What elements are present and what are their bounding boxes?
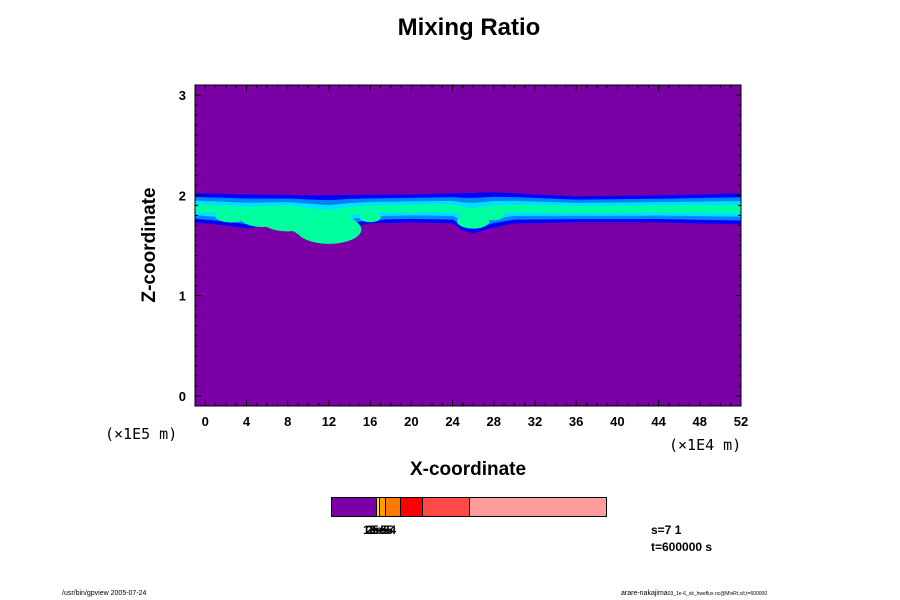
y-tick-label-3: 3 — [179, 88, 186, 103]
x-tick-label-36: 36 — [569, 414, 583, 429]
hotspot-9-level-4 — [482, 210, 505, 221]
hotspot-8-level-4 — [456, 214, 490, 229]
colorbar-segment-1 — [376, 498, 380, 516]
x-tick-label-4: 4 — [243, 414, 251, 429]
y-tick-label-1: 1 — [179, 289, 186, 304]
y-tick-label-2: 2 — [179, 188, 186, 203]
x-scale-note: (×1E4 m) — [669, 436, 742, 454]
x-tick-label-0: 0 — [202, 414, 209, 429]
x-axis-label: X-coordinate — [409, 459, 527, 480]
colorbar-segment-5 — [423, 498, 471, 516]
x-tick-label-52: 52 — [734, 414, 748, 429]
colorbar-segment-6 — [470, 498, 606, 516]
colorbar-label-2: 3e-5 — [369, 523, 394, 537]
colorbar-segment-2 — [379, 498, 386, 516]
x-tick-label-48: 48 — [693, 414, 707, 429]
s-label: s=7 1 — [651, 523, 682, 537]
hotspot-7-level-4 — [405, 208, 417, 214]
x-tick-label-44: 44 — [651, 414, 666, 429]
y-axis-label: Z-coordinate — [139, 187, 160, 303]
x-tick-label-20: 20 — [404, 414, 418, 429]
y-tick-label-0: 0 — [179, 389, 186, 404]
colorbar-label-1: 2e-5 — [366, 523, 391, 537]
x-tick-label-40: 40 — [610, 414, 624, 429]
x-tick-label-16: 16 — [363, 414, 377, 429]
plot-background — [195, 85, 741, 406]
colorbar-segment-0 — [332, 498, 377, 516]
y-scale-note: (×1E5 m) — [105, 425, 178, 443]
x-tick-label-12: 12 — [322, 414, 336, 429]
hotspot-11-level-4 — [694, 205, 706, 211]
x-tick-label-32: 32 — [528, 414, 542, 429]
hotspot-0-level-4 — [214, 208, 248, 223]
colorbar-label-0: 1e-5 — [363, 523, 388, 537]
hotspot-6-level-4 — [359, 212, 381, 223]
footer-right-main: arare-nakajima — [621, 590, 668, 597]
colorbar-segment-3 — [385, 498, 401, 516]
t-label: t=600000 s — [651, 540, 713, 554]
colorbar-label-3: 5e-4 — [372, 523, 397, 537]
x-tick-label-28: 28 — [487, 414, 501, 429]
colorbar-labels: 1e-5 2e-5 3e-5 5e-4 — [363, 523, 483, 539]
chart-title: Mixing Ratio — [397, 14, 541, 41]
mixing-layer — [195, 192, 741, 244]
colorbar — [331, 497, 607, 517]
x-tick-label-8: 8 — [284, 414, 291, 429]
colorbar-segment-4 — [400, 498, 424, 516]
info-block: s=7 1 t=600000 s — [651, 522, 712, 556]
footer-left: /usr/bin/gpview 2005-07-24 — [62, 590, 147, 597]
hotspot-5-level-4 — [296, 215, 362, 244]
x-tick-label-24: 24 — [445, 414, 460, 429]
footer-right: arare-nakajima03_1e-6_sit_hweflux.nc@Mix… — [621, 590, 767, 597]
footer-right-small: 03_1e-6_sit_hweflux.nc@MixRt,x/t,t=60000… — [667, 591, 768, 597]
